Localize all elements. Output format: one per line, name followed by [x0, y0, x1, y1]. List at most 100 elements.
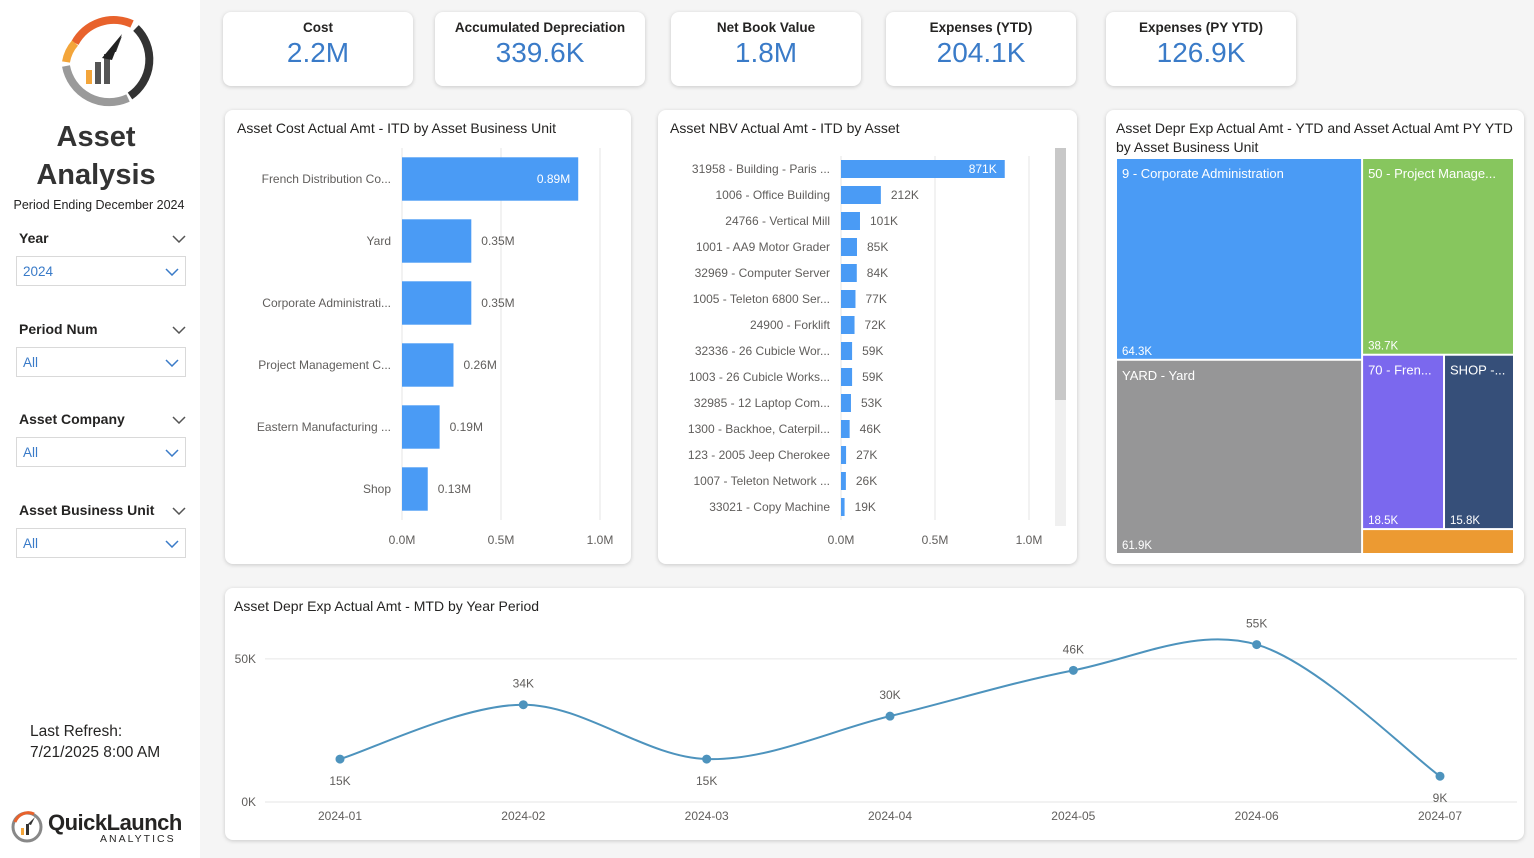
x-tick-label: 1.0M	[1016, 533, 1043, 547]
bar[interactable]	[841, 238, 857, 256]
slicer-asset-business-unit-dropdown[interactable]: All	[16, 528, 186, 558]
bar[interactable]	[402, 405, 440, 449]
category-label: 24900 - Forklift	[750, 318, 831, 332]
data-label: 101K	[870, 214, 898, 228]
data-label: 0.13M	[438, 482, 471, 496]
kpi-value: 339.6K	[495, 37, 585, 68]
bar[interactable]	[841, 290, 856, 308]
slicer-year-value: 2024	[23, 263, 54, 279]
bar[interactable]	[841, 368, 853, 386]
slicer-period-num: Period Num All	[16, 321, 186, 377]
treemap-tile-name: 50 - Project Manage...	[1368, 166, 1496, 181]
treemap-tile[interactable]	[1363, 159, 1513, 354]
kpi-card-expenses-ytd[interactable]: Expenses (YTD) 204.1K	[886, 12, 1076, 86]
kpi-card-accumulated-depreciation[interactable]: Accumulated Depreciation 339.6K	[435, 12, 645, 86]
bar[interactable]	[402, 467, 428, 511]
collapse-chevron-icon[interactable]	[172, 502, 186, 518]
bar[interactable]	[841, 498, 845, 516]
slicer-period-num-dropdown[interactable]: All	[16, 347, 186, 377]
bar[interactable]	[402, 343, 454, 387]
category-label: 31958 - Building - Paris ...	[692, 162, 830, 176]
bar[interactable]	[841, 446, 847, 464]
bar[interactable]	[402, 281, 472, 325]
data-point[interactable]	[702, 754, 712, 764]
data-point[interactable]	[1252, 640, 1262, 650]
data-label: 0.19M	[450, 420, 483, 434]
slicer-asset-company-value: All	[23, 444, 39, 460]
scrollbar-thumb[interactable]	[1055, 148, 1066, 400]
chevron-down-icon	[165, 536, 179, 551]
treemap-tile[interactable]	[1117, 360, 1362, 553]
bar[interactable]	[841, 212, 860, 230]
data-point[interactable]	[1068, 665, 1078, 675]
data-label: 85K	[867, 240, 888, 254]
slicer-year-dropdown[interactable]: 2024	[16, 256, 186, 286]
category-label: Corporate Administrati...	[262, 296, 391, 310]
category-label: Yard	[367, 234, 391, 248]
category-label: 32985 - 12 Laptop Com...	[694, 396, 830, 410]
treemap-tile[interactable]	[1117, 159, 1362, 359]
chevron-down-icon	[165, 445, 179, 460]
slicer-asset-company-label: Asset Company	[19, 411, 125, 427]
treemap-tile-value: 61.9K	[1122, 540, 1152, 552]
x-tick-label: 0.0M	[828, 533, 855, 547]
category-label: 1001 - AA9 Motor Grader	[696, 240, 830, 254]
slicer-year-label: Year	[19, 230, 49, 246]
category-label: French Distribution Co...	[262, 172, 391, 186]
x-tick-label: 1.0M	[587, 533, 614, 547]
treemap-tile[interactable]	[1363, 530, 1513, 553]
kpi-value: 126.9K	[1156, 37, 1246, 68]
x-tick-label: 2024-05	[1051, 809, 1095, 823]
slicer-period-num-label: Period Num	[19, 321, 98, 337]
bar[interactable]	[841, 316, 855, 334]
bar[interactable]	[841, 160, 1005, 178]
kpi-label: Accumulated Depreciation	[454, 20, 626, 35]
slicer-asset-company-dropdown[interactable]: All	[16, 437, 186, 467]
data-label: 15K	[696, 774, 717, 788]
bar[interactable]	[402, 219, 472, 263]
category-label: 1006 - Office Building	[715, 188, 830, 202]
rocket-logo-icon	[62, 16, 154, 107]
treemap-tile-name: SHOP -...	[1450, 363, 1505, 378]
bar[interactable]	[841, 264, 857, 282]
collapse-chevron-icon[interactable]	[172, 321, 186, 337]
depr-treemap: 9 - Corporate Administration 64.3K YARD - …	[1117, 159, 1513, 553]
treemap-tile-name: 9 - Corporate Administration	[1122, 166, 1284, 181]
treemap-tile[interactable]	[1363, 355, 1444, 529]
bar[interactable]	[841, 342, 853, 360]
kpi-card-net-book-value[interactable]: Net Book Value 1.8M	[671, 12, 861, 86]
kpi-value: 2.2M	[286, 37, 350, 68]
slicer-asset-company: Asset Company All	[16, 411, 186, 467]
data-label: 26K	[856, 474, 877, 488]
series-line[interactable]	[339, 638, 1441, 778]
treemap-tile-value: 38.7K	[1368, 341, 1398, 353]
collapse-chevron-icon[interactable]	[172, 230, 186, 246]
data-point[interactable]	[518, 700, 528, 710]
collapse-chevron-icon[interactable]	[172, 411, 186, 427]
data-label: 55K	[1246, 617, 1267, 631]
bar[interactable]	[841, 420, 850, 438]
period-ending: Period Ending December 2024	[13, 198, 185, 212]
kpi-card-expenses-py-ytd[interactable]: Expenses (PY YTD) 126.9K	[1106, 12, 1296, 86]
bar[interactable]	[402, 157, 579, 201]
data-label: 30K	[879, 688, 900, 702]
treemap-tile-value: 64.3K	[1122, 346, 1152, 358]
data-label: 84K	[867, 266, 888, 280]
bar[interactable]	[841, 186, 881, 204]
bar[interactable]	[841, 472, 846, 490]
treemap-tile-name: 70 - Fren...	[1368, 363, 1432, 378]
chart-title: Asset Depr Exp Actual Amt - YTD and Asse…	[1116, 119, 1513, 157]
y-tick-label: 0K	[241, 795, 256, 809]
slicer-period-num-value: All	[23, 354, 39, 370]
data-point[interactable]	[335, 754, 345, 764]
data-point[interactable]	[885, 711, 895, 721]
x-tick-label: 0.5M	[922, 533, 949, 547]
treemap-tile[interactable]	[1445, 355, 1513, 529]
category-label: 1003 - 26 Cubicle Works...	[689, 370, 830, 384]
data-point[interactable]	[1435, 771, 1445, 781]
slicer-year: Year 2024	[16, 230, 186, 286]
x-tick-label: 2024-07	[1418, 809, 1462, 823]
bar[interactable]	[841, 394, 851, 412]
kpi-card-cost[interactable]: Cost 2.2M	[223, 12, 413, 86]
chart-title: Asset Cost Actual Amt - ITD by Asset Bus…	[237, 120, 557, 136]
